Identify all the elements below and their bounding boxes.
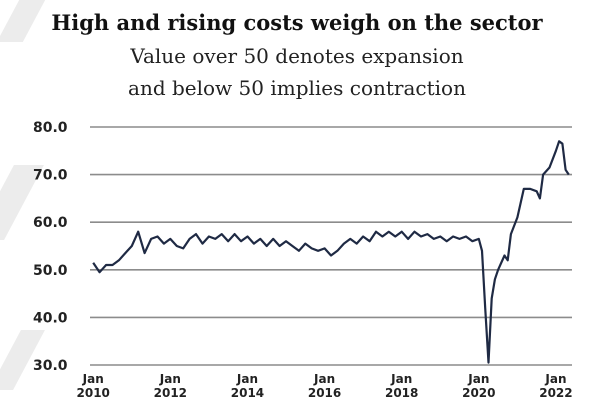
chart-subtitle-line-1: Value over 50 denotes expansion: [130, 44, 464, 68]
x-tick-label-month: Jan: [544, 372, 566, 386]
y-tick-label: 50.0: [33, 263, 68, 279]
x-tick-label-month: Jan: [159, 372, 181, 386]
x-tick-label-year: 2018: [385, 386, 418, 400]
x-tick-label-month: Jan: [467, 372, 489, 386]
y-tick-label: 30.0: [33, 358, 68, 374]
x-tick-label-year: 2012: [154, 386, 187, 400]
y-tick-label: 70.0: [33, 168, 68, 184]
x-tick-label-year: 2022: [539, 386, 572, 400]
series-line: [92, 140, 570, 364]
x-tick-label-year: 2016: [308, 386, 341, 400]
x-tick-label-month: Jan: [82, 372, 104, 386]
y-tick-label: 80.0: [33, 120, 68, 136]
x-tick-label-month: Jan: [313, 372, 335, 386]
y-tick-label: 60.0: [33, 215, 68, 231]
chart-subtitle-line-2: and below 50 implies contraction: [128, 76, 466, 100]
x-tick-label-year: 2010: [77, 386, 110, 400]
x-tick-label-year: 2020: [462, 386, 495, 400]
chart-title: High and rising costs weigh on the secto…: [51, 10, 543, 35]
x-tick-label-month: Jan: [236, 372, 258, 386]
x-tick-label-month: Jan: [390, 372, 412, 386]
y-tick-label: 40.0: [33, 310, 68, 326]
x-tick-label-year: 2014: [231, 386, 264, 400]
